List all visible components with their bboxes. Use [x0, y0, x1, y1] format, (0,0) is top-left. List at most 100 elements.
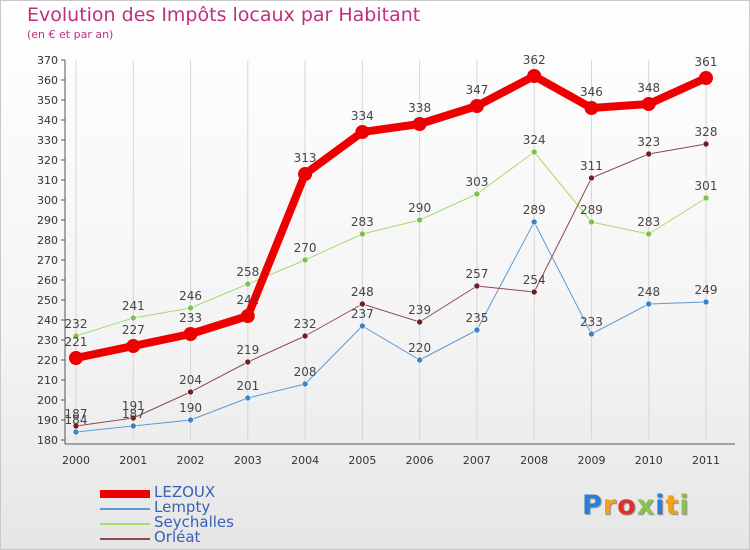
- data-point-orléat: [129, 414, 137, 422]
- data-label-orléat: 323: [637, 135, 660, 149]
- data-label-lezoux: 347: [465, 83, 488, 97]
- x-tick-label: 2010: [635, 454, 663, 467]
- x-tick-label: 2004: [291, 454, 319, 467]
- legend-label: Lempty: [154, 498, 211, 516]
- data-point-lezoux: [641, 97, 656, 111]
- data-point-orléat: [416, 318, 423, 326]
- legend-item-lezoux: LEZOUX: [100, 483, 300, 501]
- data-label-orléat: 248: [351, 285, 374, 299]
- data-point-lempty: [588, 330, 595, 338]
- data-point-orléat: [301, 332, 309, 340]
- y-tick-label: 290: [37, 214, 58, 227]
- data-label-lezoux: 338: [408, 101, 431, 115]
- data-point-lempty: [129, 422, 137, 430]
- chart-subtitle: (en € et par an): [27, 28, 114, 41]
- data-label-seychalles: 289: [580, 203, 603, 217]
- data-label-lempty: 208: [294, 365, 317, 379]
- logo-letter: x: [636, 490, 656, 521]
- data-point-orléat: [530, 288, 538, 296]
- legend-label: Seychalles: [154, 513, 234, 531]
- series-line-lempty: [75, 221, 707, 433]
- data-point-seychalles: [244, 280, 252, 288]
- data-point-lezoux: [469, 99, 484, 113]
- data-label-lempty: 184: [65, 413, 88, 427]
- data-point-orléat: [359, 300, 366, 308]
- data-point-orléat: [244, 358, 252, 366]
- y-tick-label: 240: [37, 314, 58, 327]
- data-point-lezoux: [355, 125, 370, 139]
- series-line-orléat: [75, 143, 707, 427]
- data-point-seychalles: [645, 230, 653, 238]
- legend-swatch: [100, 538, 150, 540]
- logo-letter: t: [665, 490, 680, 521]
- data-label-seychalles: 258: [236, 265, 259, 279]
- data-label-seychalles: 283: [637, 215, 660, 229]
- data-label-lezoux: 221: [65, 335, 88, 349]
- data-label-lempty: 237: [351, 307, 374, 321]
- data-label-lempty: 249: [695, 283, 718, 297]
- y-tick-label: 230: [37, 334, 58, 347]
- legend-item-lempty: Lempty: [100, 498, 300, 516]
- y-tick-label: 360: [37, 74, 58, 87]
- x-tick-label: 2009: [577, 454, 605, 467]
- axes: 2000 2001 2002 2003 2004 2005 2006 2007 2008 2009…: [37, 54, 735, 467]
- x-tick-label: 2011: [692, 454, 720, 467]
- data-point-seychalles: [702, 194, 710, 202]
- data-point-lempty: [645, 300, 653, 308]
- data-point-seychalles: [588, 218, 595, 226]
- data-point-lezoux: [412, 117, 427, 131]
- proxiti-logo: Proxiti: [582, 490, 690, 521]
- legend-label: LEZOUX: [154, 483, 216, 501]
- data-point-orléat: [473, 282, 481, 290]
- data-label-orléat: 254: [523, 273, 546, 287]
- data-point-seychalles: [473, 190, 481, 198]
- data-label-lezoux: 233: [179, 311, 202, 325]
- data-label-orléat: 328: [695, 125, 718, 139]
- data-point-seychalles: [416, 216, 423, 224]
- data-label-seychalles: 232: [65, 317, 88, 331]
- data-point-orléat: [588, 174, 595, 182]
- logo-letter: P: [582, 490, 603, 521]
- x-tick-label: 2002: [177, 454, 205, 467]
- data-label-lempty: 235: [465, 311, 488, 325]
- data-label-lezoux: 313: [294, 151, 317, 165]
- data-point-lezoux: [527, 69, 542, 83]
- data-point-lempty: [359, 322, 366, 330]
- y-tick-label: 210: [37, 374, 58, 387]
- data-point-seychalles: [530, 148, 538, 156]
- data-label-lezoux: 348: [637, 81, 660, 95]
- data-point-lempty: [473, 326, 481, 334]
- data-label-lempty: 233: [580, 315, 603, 329]
- legend-label: Orléat: [154, 528, 201, 546]
- y-tick-label: 340: [37, 114, 58, 127]
- x-tick-label: 2001: [119, 454, 147, 467]
- data-label-orléat: 204: [179, 373, 202, 387]
- data-label-lezoux: 362: [523, 53, 546, 67]
- data-label-seychalles: 324: [523, 133, 546, 147]
- data-label-lezoux: 334: [351, 109, 374, 123]
- data-point-seychalles: [72, 332, 80, 340]
- data-label-orléat: 191: [122, 399, 145, 413]
- y-tick-label: 370: [37, 54, 58, 67]
- legend-item-orléat: Orléat: [100, 528, 300, 546]
- y-tick-label: 310: [37, 174, 58, 187]
- data-label-lempty: 201: [236, 379, 259, 393]
- data-point-orléat: [645, 150, 653, 158]
- data-label-lezoux: 361: [695, 55, 718, 69]
- data-point-lezoux: [298, 167, 313, 181]
- data-point-lezoux: [584, 101, 599, 115]
- y-tick-label: 280: [37, 234, 58, 247]
- data-label-orléat: 219: [236, 343, 259, 357]
- data-point-lempty: [702, 298, 710, 306]
- y-tick-label: 220: [37, 354, 58, 367]
- data-label-seychalles: 301: [695, 179, 718, 193]
- data-label-seychalles: 246: [179, 289, 202, 303]
- x-tick-label: 2008: [520, 454, 548, 467]
- chart-title: Evolution des Impôts locaux par Habitant: [27, 4, 421, 26]
- y-tick-label: 300: [37, 194, 58, 207]
- data-label-lempty: 248: [637, 285, 660, 299]
- data-point-orléat: [702, 140, 710, 148]
- legend-item-seychalles: Seychalles: [100, 513, 300, 531]
